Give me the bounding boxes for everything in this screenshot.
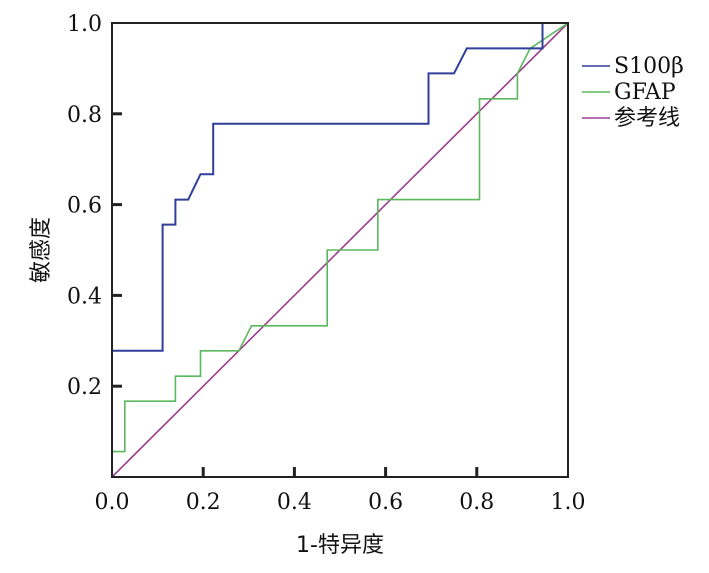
x-tick-label: 0.0 <box>95 490 130 515</box>
y-axis-label: 敏感度 <box>29 217 54 283</box>
plot-area <box>111 22 569 478</box>
legend-label-0: S100β <box>614 54 684 79</box>
series-line-0 <box>112 22 568 352</box>
plot-frame <box>111 22 569 478</box>
axis-ticks <box>112 112 479 477</box>
legend-label-1: GFAP <box>614 80 676 105</box>
y-tick-label: 0.6 <box>67 194 102 219</box>
x-tick-label: 0.8 <box>459 490 494 515</box>
x-axis-label: 1-特异度 <box>296 533 384 558</box>
y-tick-label: 0.4 <box>67 284 102 309</box>
legend-label-2: 参考线 <box>614 106 680 131</box>
x-tick-label: 1.0 <box>551 490 586 515</box>
y-tick-label: 0.2 <box>67 375 102 400</box>
x-tick-label: 0.2 <box>186 490 221 515</box>
x-tick-label: 0.4 <box>277 490 312 515</box>
x-tick-label: 0.6 <box>368 490 403 515</box>
y-tick-label: 1.0 <box>67 12 102 37</box>
y-tick-label: 0.8 <box>67 103 102 128</box>
series-line-1 <box>111 22 569 477</box>
axis-tick-labels: 0.0 0.2 0.4 0.6 0.8 1.0 0.2 0.4 0.6 0.8 1.0 <box>67 12 586 515</box>
